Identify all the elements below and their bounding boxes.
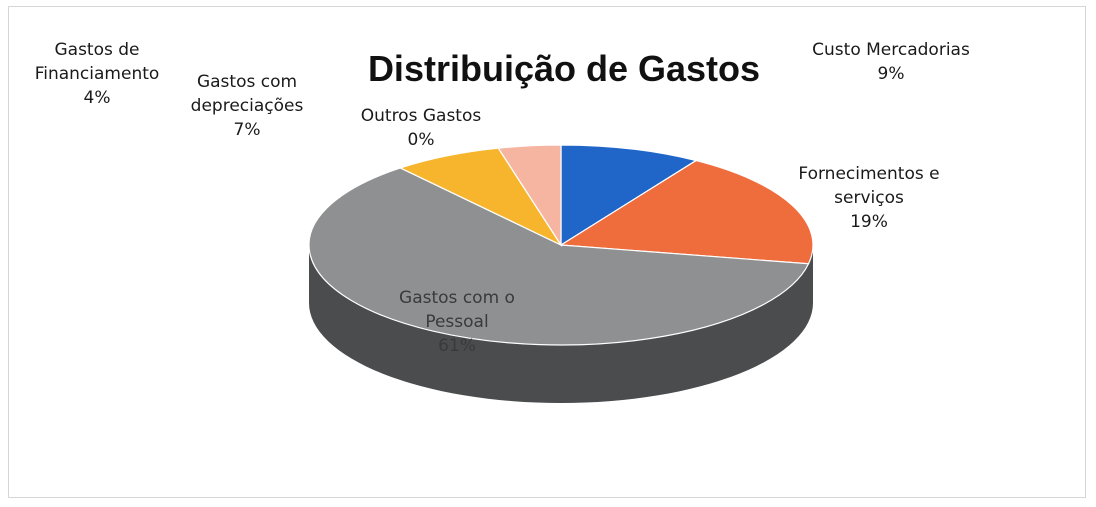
- pie-slice-fornecimentos-e-servicos: [559, 159, 814, 265]
- pie-side-wall-surface: [309, 245, 813, 403]
- pie-slices: [308, 144, 814, 346]
- slice-label-custo-mercadorias: Custo Mercadorias 9%: [812, 40, 970, 84]
- pie-side-wall: [309, 245, 813, 403]
- slice-labels: Custo Mercadorias 9% Fornecimentos e serviç…: [35, 40, 970, 356]
- slice-label-fornecimentos-e-servicos: Fornecimentos e serviços 19%: [798, 164, 939, 232]
- pie-slice-gastos-com-depreciacoes: [398, 147, 563, 247]
- slice-label-outros-gastos: Outros Gastos 0%: [361, 106, 482, 150]
- pie-chart: Distribuição de Gastos Custo Mercadorias…: [35, 40, 970, 403]
- pie-slice-custo-mercadorias: [560, 144, 698, 247]
- pie-slice-gastos-com-o-pessoal: [308, 167, 810, 346]
- chart-frame: Distribuição de Gastos Custo Mercadorias…: [8, 6, 1086, 498]
- slice-label-gastos-com-depreciacoes: Gastos com depreciações 7%: [191, 72, 304, 140]
- chart-title: Distribuição de Gastos: [368, 48, 760, 89]
- slice-label-gastos-de-financiamento: Gastos de Financiamento 4%: [35, 40, 160, 108]
- slice-label-gastos-com-o-pessoal: Gastos com o Pessoal 61%: [399, 288, 515, 356]
- pie-slice-gastos-de-financiamento: [497, 144, 562, 248]
